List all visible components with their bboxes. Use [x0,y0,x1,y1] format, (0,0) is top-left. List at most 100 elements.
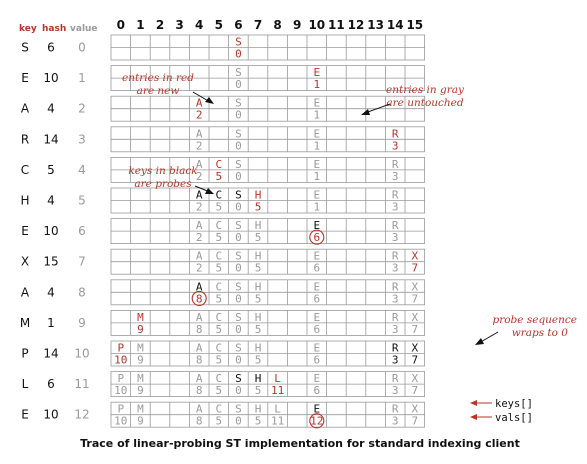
annotation-entries-red: entries in red are new [122,72,214,104]
column-index-header: 0 1 2 3 4 5 6 7 8 9 10 11 12 13 14 15 [117,18,424,32]
value-cell: 5 [215,262,222,275]
row-hash: 10 [43,224,58,238]
value-cell: 9 [137,384,144,397]
row-key: P [21,347,28,361]
column-index: 2 [156,18,164,32]
value-cell: 10 [114,415,127,428]
value-cell: 1 [313,170,320,183]
value-header: value [70,24,98,34]
value-cell: 0 [235,415,242,428]
row-key: M [20,316,30,330]
key-cell: M [137,372,144,385]
key-cell: A [196,158,203,171]
column-index: 13 [367,18,384,32]
key-cell: X [411,280,418,293]
arrowhead-icon [470,400,477,406]
value-cell: 2 [196,109,203,122]
column-index: 8 [273,18,281,32]
value-cell: 0 [235,170,242,183]
key-cell: A [196,311,203,324]
table-state: S0 [110,34,426,61]
table-state: A2 S0 E1 R3 [110,126,426,152]
row-value: 10 [74,347,89,361]
row-hash: 6 [47,377,55,391]
row-hash: 14 [43,132,58,146]
key-cell: C [215,189,222,202]
hash-header: hash [42,24,66,34]
row-key: E [21,408,29,422]
column-index: 3 [175,18,183,32]
key-cell: L [274,372,281,385]
key-cell: H [255,250,262,263]
annotation-line: wraps to 0 [512,327,569,339]
value-cell: 6 [313,384,320,397]
value-cell: 9 [137,323,144,336]
column-index: 6 [234,18,242,32]
annotation-entries-gray: entries in gray are untouched [361,84,465,115]
key-cell: P [117,372,124,385]
value-cell: 7 [411,323,418,336]
key-cell: A [196,280,203,293]
row-hash: 6 [47,41,55,55]
row-key: E [21,224,29,238]
value-cell: 10 [114,384,127,397]
legend-keys: keys[] [470,398,533,410]
value-cell: 7 [411,292,418,305]
row-value: 7 [78,255,86,269]
value-cell: 1 [313,78,320,91]
key-cell: C [215,158,222,171]
value-cell: 5 [215,354,222,367]
row-hash: 4 [47,102,55,116]
value-cell: 12 [310,415,323,428]
key-cell: S [235,219,242,232]
key-cell: C [215,250,222,263]
key-cell: C [215,372,222,385]
value-cell: 5 [215,231,222,244]
arrowhead-icon [205,97,214,104]
key-cell: A [196,189,203,202]
value-cell: 11 [271,384,284,397]
value-cell: 2 [196,262,203,275]
updated-value-circle [309,229,325,245]
arrowhead-icon [475,338,484,345]
key-cell: S [235,127,242,140]
column-index: 7 [254,18,262,32]
row-value: 5 [78,194,86,208]
annotation-line: entries in red [122,72,194,84]
value-cell: 3 [392,170,399,183]
column-index: 12 [348,18,365,32]
key-cell: M [137,403,144,416]
value-cell: 5 [215,384,222,397]
value-cell: 5 [255,323,262,336]
key-cell: E [313,97,320,110]
key-cell: S [235,36,242,49]
value-cell: 0 [235,201,242,214]
key-cell: E [313,280,320,293]
key-cell: R [392,189,399,202]
value-cell: 6 [313,323,320,336]
value-cell: 6 [313,354,320,367]
key-cell: H [255,342,262,355]
annotation-line: are untouched [386,97,464,109]
value-cell: 0 [235,109,242,122]
value-cell: 5 [255,384,262,397]
value-cell: 8 [196,292,203,305]
column-index: 0 [117,18,125,32]
arrow-line [364,103,391,114]
figure-caption: Trace of linear-probing ST implementatio… [80,437,520,450]
value-cell: 0 [235,262,242,275]
key-cell: S [235,250,242,263]
value-cell: 5 [215,170,222,183]
row-value: 2 [78,102,86,116]
